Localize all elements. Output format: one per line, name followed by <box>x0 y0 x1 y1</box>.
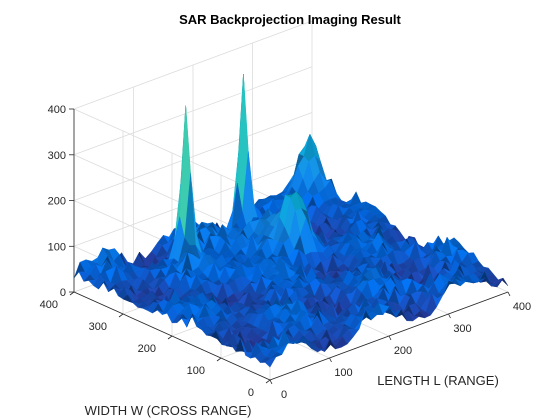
x-tick-label: 400 <box>513 301 531 313</box>
surface-patch <box>349 191 362 206</box>
y-tick-mark <box>216 357 222 362</box>
y-tick-label: 400 <box>40 299 58 311</box>
x-tick-mark <box>388 335 392 341</box>
x-tick-mark <box>448 313 451 319</box>
y-tick-label: 0 <box>248 387 254 399</box>
x-tick-label: 200 <box>394 345 412 357</box>
axes <box>69 108 511 385</box>
z-tick-label: 0 <box>60 287 66 299</box>
y-tick-label: 100 <box>187 365 205 377</box>
y-axis-label: WIDTH W (CROSS RANGE) <box>85 403 252 418</box>
x-tick-label: 300 <box>453 323 471 335</box>
y-tick-mark <box>118 313 124 318</box>
x-tick-label: 0 <box>281 389 287 401</box>
surface-patch <box>264 356 277 368</box>
y-tick-mark <box>69 291 75 296</box>
x-tick-mark <box>507 291 511 297</box>
grid-line <box>73 112 313 201</box>
y-tick-mark <box>265 379 271 384</box>
z-tick-label: 100 <box>48 241 66 253</box>
chart-title: SAR Backprojection Imaging Result <box>179 12 401 27</box>
y-tick-mark <box>167 335 173 340</box>
grid-line <box>73 20 313 110</box>
grid-line <box>73 66 313 156</box>
x-tick-mark <box>329 357 332 363</box>
y-tick-label: 200 <box>138 343 156 355</box>
x-axis-label: LENGTH L (RANGE) <box>377 373 499 388</box>
y-tick-label: 300 <box>89 321 107 333</box>
x-tick-mark <box>269 379 273 385</box>
surface-mesh <box>73 74 509 368</box>
x-tick-label: 100 <box>334 367 352 379</box>
z-tick-label: 400 <box>48 104 66 116</box>
z-tick-label: 300 <box>48 150 66 162</box>
z-tick-label: 200 <box>48 196 66 208</box>
